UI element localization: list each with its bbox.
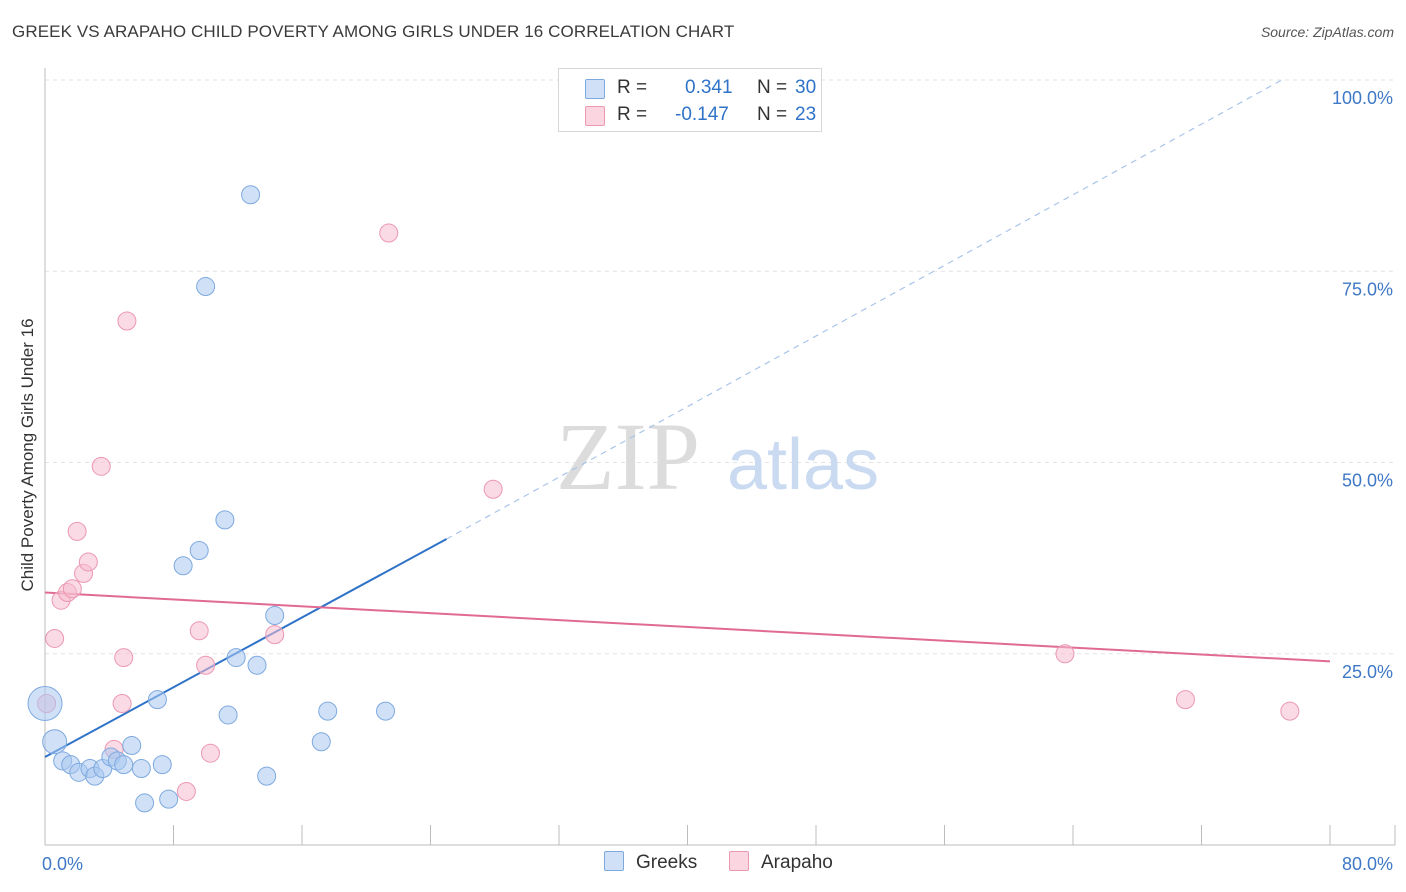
trend-line-greeks	[44, 538, 448, 758]
point-arapaho	[189, 621, 209, 641]
point-arapaho	[1175, 690, 1195, 710]
chart-title: GREEK VS ARAPAHO CHILD POVERTY AMONG GIR…	[12, 22, 735, 41]
point-greeks	[218, 705, 238, 725]
point-arapaho	[62, 579, 82, 599]
point-arapaho	[91, 456, 111, 476]
y-tick-label: 50.0%	[1342, 471, 1393, 491]
point-arapaho	[379, 223, 399, 243]
point-greeks	[173, 556, 193, 576]
point-greeks	[318, 701, 338, 721]
point-arapaho	[67, 521, 87, 541]
point-arapaho	[196, 655, 216, 675]
correlation-legend: R = 0.341 N = 30 R = -0.147 N = 23	[558, 68, 822, 132]
point-arapaho	[45, 628, 65, 648]
point-arapaho	[114, 648, 134, 668]
point-arapaho	[78, 552, 98, 572]
point-greeks	[159, 789, 179, 809]
point-arapaho	[483, 479, 503, 499]
y-tick-label: 100.0%	[1332, 88, 1393, 108]
point-arapaho	[1280, 701, 1300, 721]
point-greeks	[135, 793, 155, 813]
point-greeks	[257, 766, 277, 786]
legend-r-value: 0.341	[685, 77, 733, 98]
point-greeks	[122, 736, 142, 756]
legend-r-value: -0.147	[675, 104, 729, 125]
watermark-zip: ZIP	[556, 403, 700, 510]
point-greeks	[241, 185, 261, 205]
y-tick-label: 25.0%	[1342, 662, 1393, 682]
watermark-atlas: atlas	[727, 425, 879, 505]
y-tick-label: 75.0%	[1342, 279, 1393, 299]
point-arapaho	[1055, 644, 1075, 664]
point-arapaho	[117, 311, 137, 331]
watermark: ZIP atlas	[556, 403, 879, 510]
legend-swatch-arapaho	[585, 106, 605, 126]
legend-swatch-greeks	[604, 851, 624, 871]
point-greeks	[114, 755, 134, 775]
data-points	[27, 185, 1300, 813]
source-label: Source: ZipAtlas.com	[1260, 24, 1394, 40]
point-arapaho	[112, 693, 132, 713]
legend-label-arapaho: Arapaho	[761, 852, 833, 873]
point-greeks	[42, 729, 68, 755]
point-greeks	[147, 690, 167, 710]
legend-n-label: N =	[757, 104, 788, 125]
point-arapaho	[176, 781, 196, 801]
axes	[44, 68, 1396, 846]
legend-greeks: Greeks	[604, 851, 697, 874]
point-greeks	[215, 510, 235, 530]
legend-arapaho: Arapaho	[729, 851, 833, 874]
point-greeks	[27, 685, 63, 721]
point-greeks	[265, 606, 285, 625]
legend-n-value: 23	[795, 104, 817, 125]
point-arapaho	[265, 625, 285, 645]
point-greeks	[189, 540, 209, 560]
y-axis-label: Child Poverty Among Girls Under 16	[18, 318, 37, 592]
legend-n-value: 30	[795, 77, 817, 98]
point-greeks	[311, 732, 331, 752]
legend-swatch-greeks	[585, 79, 605, 99]
tick-labels: 25.0% 50.0% 75.0% 100.0% 0.0% 80.0%	[42, 88, 1393, 874]
trend-line-arapaho	[44, 591, 1331, 663]
point-greeks	[196, 277, 216, 297]
point-greeks	[131, 759, 151, 778]
legend-r-label: R =	[617, 77, 648, 98]
legend-n-label: N =	[757, 77, 788, 98]
legend-label-greeks: Greeks	[636, 852, 698, 873]
x-tick-label: 80.0%	[1342, 854, 1393, 874]
point-greeks	[226, 648, 246, 668]
point-arapaho	[200, 743, 220, 763]
trend-line-greeks-extension	[446, 79, 1283, 540]
x-tick-label: 0.0%	[42, 854, 83, 874]
legend-swatch-arapaho	[729, 851, 749, 871]
grid-lines	[45, 79, 1395, 655]
legend-r-label: R =	[617, 104, 648, 125]
point-greeks	[152, 755, 172, 775]
point-greeks	[247, 655, 267, 675]
point-greeks	[376, 701, 396, 721]
trend-lines	[44, 79, 1331, 758]
